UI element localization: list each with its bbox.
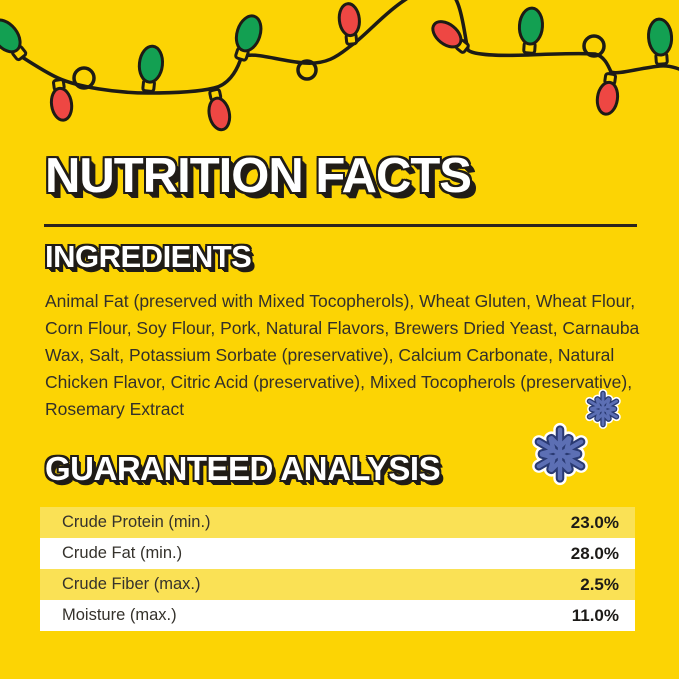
green-bulb-icon (0, 13, 33, 66)
green-bulb-icon (516, 5, 546, 56)
analysis-label: Moisture (max.) (62, 606, 177, 624)
analysis-row: Crude Fat (min.) 28.0% (40, 538, 635, 569)
red-bulb-icon (46, 77, 76, 123)
guaranteed-analysis-table: Crude Protein (min.) 23.0% Crude Fat (mi… (40, 507, 635, 631)
analysis-row: Crude Protein (min.) 23.0% (40, 507, 635, 538)
garland-wire (0, 0, 679, 95)
green-bulb-icon (645, 16, 675, 67)
green-bulb-icon (135, 43, 166, 94)
analysis-row: Moisture (max.) 11.0% (40, 600, 635, 631)
snowflake-icon (535, 430, 586, 479)
analysis-value: 11.0% (571, 605, 619, 625)
analysis-value: 28.0% (570, 543, 619, 563)
wire-loop-icon (296, 59, 318, 81)
guaranteed-analysis-heading: GUARANTEED ANALYSIS (45, 450, 441, 487)
analysis-value: 23.0% (570, 512, 619, 532)
ingredients-text: Animal Fat (preserved with Mixed Tocophe… (45, 291, 640, 419)
analysis-value: 2.5% (580, 574, 619, 594)
christmas-lights-garland (0, 0, 679, 132)
red-bulb-icon (202, 86, 234, 132)
analysis-row: Crude Fiber (max.) 2.5% (40, 569, 635, 600)
wire-loop-icon (72, 66, 96, 90)
analysis-label: Crude Fat (min.) (62, 544, 183, 562)
ingredients-heading: INGREDIENTS (45, 239, 252, 274)
analysis-label: Crude Protein (min.) (62, 513, 211, 531)
analysis-label: Crude Fiber (max.) (62, 575, 201, 593)
title-divider (44, 224, 637, 227)
red-bulb-icon (593, 71, 623, 117)
wire-loop-icon (582, 34, 606, 58)
page-title: NUTRITION FACTS (45, 149, 472, 203)
